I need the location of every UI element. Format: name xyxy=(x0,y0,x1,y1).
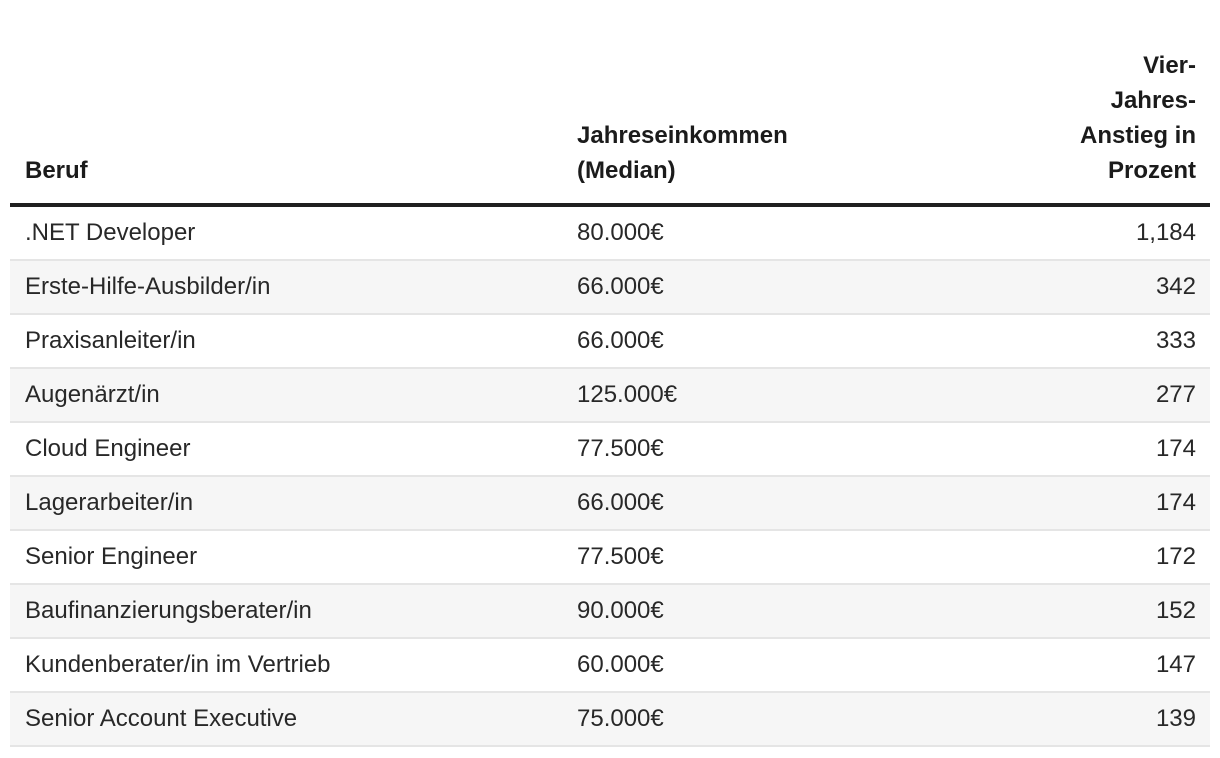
cell-anstieg: 342 xyxy=(1050,260,1210,315)
column-header-beruf-label: Beruf xyxy=(25,157,88,184)
column-header-einkommen: Jahreseinkommen (Median) xyxy=(577,48,1050,207)
cell-einkommen: 66.000€ xyxy=(577,476,1050,531)
cell-anstieg: 174 xyxy=(1050,422,1210,477)
table-row: Cloud Engineer 77.500€ 174 xyxy=(10,422,1210,477)
cell-beruf: Kundenberater/in im Vertrieb xyxy=(10,638,577,693)
cell-einkommen: 77.500€ xyxy=(577,530,1050,585)
cell-einkommen: 66.000€ xyxy=(577,314,1050,369)
column-header-einkommen-label: Jahreseinkommen (Median) xyxy=(577,122,788,184)
cell-beruf: .NET Developer xyxy=(10,205,577,261)
cell-anstieg: 139 xyxy=(1050,692,1210,747)
cell-beruf: Praxisanleiter/in xyxy=(10,314,577,369)
cell-beruf: Erste-Hilfe-Ausbilder/in xyxy=(10,260,577,315)
cell-einkommen: 66.000€ xyxy=(577,260,1050,315)
cell-anstieg: 1,184 xyxy=(1050,205,1210,261)
header-row: Beruf Jahreseinkommen (Median) Vier-Jahr… xyxy=(10,48,1210,207)
cell-einkommen: 75.000€ xyxy=(577,692,1050,747)
table-row: .NET Developer 80.000€ 1,184 xyxy=(10,205,1210,261)
cell-einkommen: 77.500€ xyxy=(577,422,1050,477)
column-header-anstieg-label: Vier-Jahres-Anstieg in Prozent xyxy=(1079,52,1196,184)
cell-anstieg: 147 xyxy=(1050,638,1210,693)
cell-einkommen: 80.000€ xyxy=(577,205,1050,261)
cell-anstieg: 174 xyxy=(1050,476,1210,531)
table-row: Kundenberater/in im Vertrieb 60.000€ 147 xyxy=(10,638,1210,693)
table-body: .NET Developer 80.000€ 1,184 Erste-Hilfe-Au… xyxy=(10,205,1210,747)
cell-beruf: Augenärzt/in xyxy=(10,368,577,423)
cell-einkommen: 60.000€ xyxy=(577,638,1050,693)
table-row: Senior Account Executive 75.000€ 139 xyxy=(10,692,1210,747)
cell-einkommen: 125.000€ xyxy=(577,368,1050,423)
salary-table: Beruf Jahreseinkommen (Median) Vier-Jahr… xyxy=(10,48,1210,747)
cell-einkommen: 90.000€ xyxy=(577,584,1050,639)
cell-beruf: Cloud Engineer xyxy=(10,422,577,477)
cell-beruf: Baufinanzierungsberater/in xyxy=(10,584,577,639)
cell-anstieg: 172 xyxy=(1050,530,1210,585)
table-row: Augenärzt/in 125.000€ 277 xyxy=(10,368,1210,423)
table-row: Lagerarbeiter/in 66.000€ 174 xyxy=(10,476,1210,531)
column-header-beruf: Beruf xyxy=(10,48,577,207)
table-row: Baufinanzierungsberater/in 90.000€ 152 xyxy=(10,584,1210,639)
cell-anstieg: 277 xyxy=(1050,368,1210,423)
table-row: Erste-Hilfe-Ausbilder/in 66.000€ 342 xyxy=(10,260,1210,315)
table-row: Praxisanleiter/in 66.000€ 333 xyxy=(10,314,1210,369)
table-row: Senior Engineer 77.500€ 172 xyxy=(10,530,1210,585)
cell-beruf: Senior Engineer xyxy=(10,530,577,585)
cell-beruf: Lagerarbeiter/in xyxy=(10,476,577,531)
cell-beruf: Senior Account Executive xyxy=(10,692,577,747)
cell-anstieg: 152 xyxy=(1050,584,1210,639)
column-header-anstieg: Vier-Jahres-Anstieg in Prozent xyxy=(1050,48,1210,207)
cell-anstieg: 333 xyxy=(1050,314,1210,369)
